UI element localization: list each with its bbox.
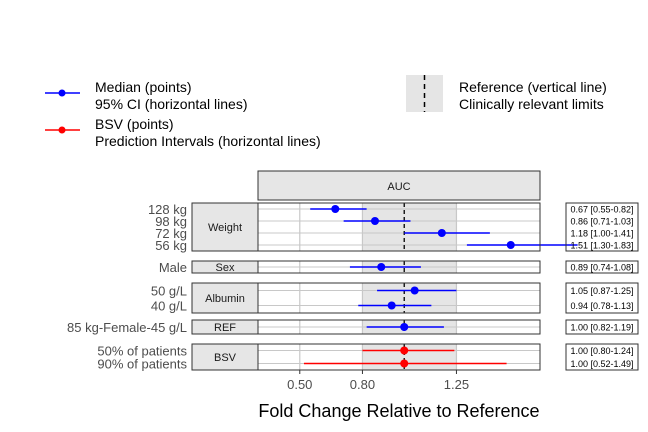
median-point	[400, 323, 409, 331]
median-point	[506, 241, 515, 249]
panel-border	[257, 260, 541, 274]
x-tick-label: 0.50	[287, 377, 312, 392]
panel-border	[257, 343, 541, 371]
clinical-band	[362, 344, 457, 370]
x-axis: 0.50 0.80 1.25	[287, 370, 469, 392]
median-point	[410, 286, 419, 295]
median-point	[377, 263, 386, 271]
x-tick-label: 1.25	[444, 377, 469, 392]
group-strip-label: REF	[214, 322, 236, 334]
legend-limits-label: Clinically relevant limits	[459, 96, 604, 112]
x-tick-label: 0.80	[350, 377, 375, 392]
panel-weight: 128 kg 0.67 [0.55-0.82] 98 kg 0.86 [0.71-1.…	[148, 202, 639, 253]
row-annotation: 0.94 [0.78-1.13]	[570, 301, 633, 311]
annotation-box	[565, 319, 639, 335]
annotation-box	[565, 282, 639, 314]
row-annotation: 0.89 [0.74-1.08]	[570, 263, 633, 273]
row-annotation: 1.00 [0.82-1.19]	[570, 323, 633, 333]
group-strip-label: Sex	[216, 262, 235, 274]
panel-border	[257, 282, 541, 314]
median-point	[387, 301, 396, 310]
median-point	[437, 229, 446, 237]
row-label: 72 kg	[155, 226, 187, 241]
legend-reference-label: Reference (vertical line)	[459, 79, 607, 95]
row-annotation: 1.51 [1.30-1.83]	[570, 241, 633, 251]
legend: Median (points) 95% CI (horizontal lines…	[45, 75, 607, 149]
row-annotation: 1.18 [1.00-1.41]	[570, 229, 633, 239]
facet-strip	[257, 170, 541, 201]
annotation-box	[565, 343, 639, 371]
group-strip-label: Weight	[208, 222, 242, 234]
row-annotation: 1.00 [0.80-1.24]	[570, 346, 633, 356]
panel-border	[257, 319, 541, 335]
row-label: 56 kg	[155, 238, 187, 253]
legend-bsv-point	[58, 126, 66, 134]
clinical-band	[362, 203, 457, 251]
row-label: 50% of patients	[97, 344, 187, 359]
median-point	[400, 359, 409, 368]
panel-sex: Male 0.89 [0.74-1.08] Sex	[159, 260, 639, 275]
median-point	[370, 217, 379, 225]
x-axis-title: Fold Change Relative to Reference	[258, 401, 539, 421]
panels: 128 kg 0.67 [0.55-0.82] 98 kg 0.86 [0.71-1.…	[67, 202, 639, 372]
group-strip	[191, 202, 259, 252]
group-strip-label: BSV	[214, 352, 237, 364]
row-annotation: 1.00 [0.52-1.49]	[570, 359, 633, 369]
annotation-box	[565, 202, 639, 252]
legend-ci-label: 95% CI (horizontal lines)	[95, 96, 248, 112]
median-point	[331, 205, 340, 213]
annotation-box	[565, 260, 639, 274]
legend-median-point	[58, 89, 66, 97]
group-strip-label: Albumin	[205, 293, 245, 305]
legend-pi-label: Prediction Intervals (horizontal lines)	[95, 133, 321, 149]
row-annotation: 0.86 [0.71-1.03]	[570, 217, 633, 227]
group-strip	[191, 282, 259, 314]
row-annotation: 1.05 [0.87-1.25]	[570, 286, 633, 296]
row-label: 50 g/L	[151, 284, 187, 299]
row-label: 90% of patients	[97, 357, 187, 372]
legend-bsv-label: BSV (points)	[95, 116, 174, 132]
median-point	[400, 346, 409, 355]
panel-border	[257, 202, 541, 252]
panel-albumin: 50 g/L 1.05 [0.87-1.25] 40 g/L 0.94 [0.78-1…	[151, 282, 639, 314]
row-label: 128 kg	[148, 202, 187, 217]
facet-strip-label: AUC	[387, 181, 410, 193]
row-annotation: 0.67 [0.55-0.82]	[570, 205, 633, 215]
clinical-band	[362, 283, 457, 313]
panel-bsv: 50% of patients 1.00 [0.80-1.24] 90% of pa…	[97, 343, 639, 372]
legend-median-label: Median (points)	[95, 79, 192, 95]
row-label: 98 kg	[155, 214, 187, 229]
panel-ref: 85 kg-Female-45 g/L 1.00 [0.82-1.19] REF	[67, 319, 639, 335]
row-label: 40 g/L	[151, 299, 187, 314]
row-label: 85 kg-Female-45 g/L	[67, 320, 187, 335]
group-strip	[191, 343, 259, 371]
row-label: Male	[159, 260, 187, 275]
